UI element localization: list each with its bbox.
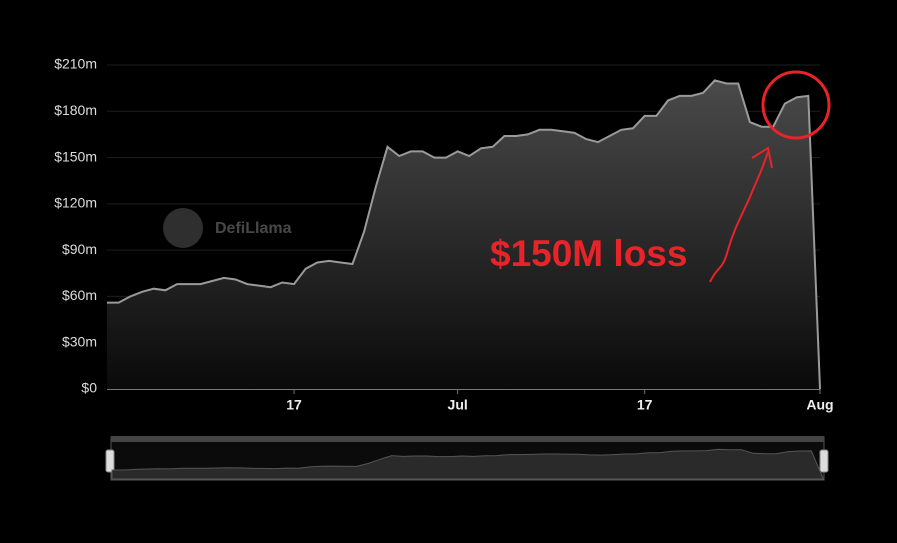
annotation-arrow — [709, 151, 769, 283]
y-tick-label: $30m — [62, 333, 97, 349]
mini-chart — [111, 448, 824, 480]
brush-handle[interactable] — [105, 449, 115, 473]
y-tick-label: $0 — [81, 380, 97, 396]
watermark-text: DefiLlama — [215, 220, 292, 237]
y-tick-label: $180m — [54, 102, 97, 118]
y-tick-label: $90m — [62, 241, 97, 257]
arrow-head — [751, 146, 773, 169]
brush-bar[interactable] — [111, 436, 824, 442]
watermark: DefiLlama — [163, 208, 292, 248]
annotation: $150M loss — [490, 233, 687, 274]
y-tick-label: $150m — [54, 148, 97, 164]
highlight-circle — [761, 70, 831, 140]
x-tick-label: Aug — [806, 397, 833, 413]
area-fill — [107, 80, 820, 390]
x-tick-label: 17 — [286, 397, 302, 413]
x-tick-label: 17 — [637, 397, 653, 413]
y-tick-label: $210m — [54, 56, 97, 72]
watermark-logo — [163, 208, 203, 248]
brush-handle[interactable] — [819, 449, 829, 473]
y-tick-label: $60m — [62, 287, 97, 303]
y-tick-label: $120m — [54, 195, 97, 211]
x-tick-label: Jul — [448, 397, 468, 413]
mini-area — [111, 448, 824, 480]
area-line — [107, 79, 821, 390]
plot — [107, 79, 821, 390]
